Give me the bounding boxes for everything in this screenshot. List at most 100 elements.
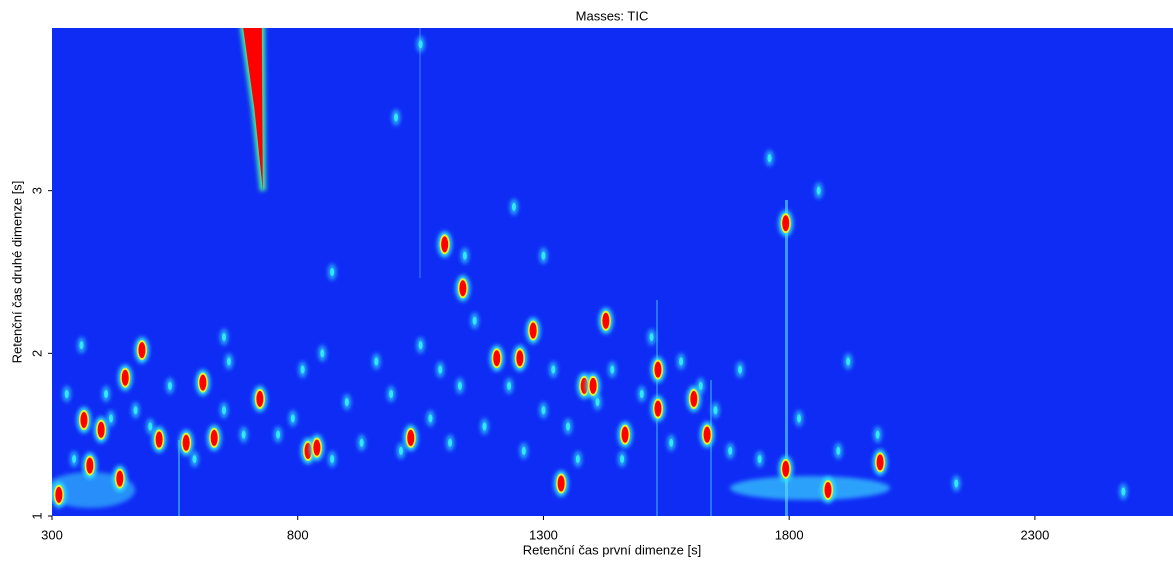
spot-core: [541, 406, 546, 415]
spot-core: [108, 414, 113, 423]
spot: [416, 36, 425, 53]
peak: [618, 421, 633, 448]
spot-core: [698, 381, 703, 390]
spot-core: [620, 455, 625, 464]
spot: [416, 337, 425, 354]
spot-core: [954, 479, 959, 488]
spot: [357, 434, 366, 451]
peak-core: [621, 426, 629, 443]
peak-core: [138, 342, 146, 359]
spot-core: [472, 316, 477, 325]
peak-core: [493, 350, 501, 367]
peak: [309, 434, 324, 461]
spot-core: [595, 398, 600, 407]
spot-core: [566, 422, 571, 431]
peak-core: [782, 460, 790, 477]
spot-core: [462, 251, 467, 260]
spot: [190, 451, 199, 468]
spot: [1119, 483, 1128, 500]
spot: [573, 451, 582, 468]
spot: [372, 353, 381, 370]
spot-core: [394, 113, 399, 122]
spot-core: [428, 414, 433, 423]
peak-core: [529, 322, 537, 339]
spot: [952, 475, 961, 492]
spot-core: [846, 357, 851, 366]
spot-core: [757, 455, 762, 464]
peak: [195, 369, 210, 396]
spot-core: [192, 455, 197, 464]
spot: [220, 402, 229, 419]
spot: [470, 312, 479, 329]
spot: [220, 329, 229, 346]
spot-core: [521, 446, 526, 455]
spot: [765, 150, 774, 167]
spot-core: [728, 446, 733, 455]
spot: [726, 442, 735, 459]
peak: [650, 395, 665, 422]
peak-core: [589, 377, 597, 394]
peak-core: [580, 377, 588, 394]
spot: [274, 426, 283, 443]
spot-core: [104, 390, 109, 398]
spot: [392, 109, 401, 126]
spot-core: [64, 390, 69, 398]
spot-core: [418, 341, 423, 350]
spot: [106, 410, 115, 427]
peak-core: [557, 475, 565, 492]
spot: [328, 264, 337, 280]
peak-core: [654, 400, 662, 417]
spot: [519, 442, 528, 459]
peak-core: [256, 390, 264, 407]
spot-core: [374, 357, 379, 366]
peak-core: [116, 470, 124, 487]
spot-core: [330, 455, 335, 464]
peak: [700, 421, 715, 448]
peak-core: [121, 369, 129, 386]
y-tick-label: 3: [29, 187, 44, 194]
chart-title: Masses: TIC: [576, 8, 649, 23]
spot-core: [300, 365, 305, 374]
spot-core: [344, 398, 349, 407]
peak: [455, 275, 470, 302]
plot-content: [52, 28, 1128, 516]
peak-core: [55, 486, 63, 503]
peak: [52, 481, 66, 508]
peak: [207, 424, 222, 451]
spot-core: [222, 333, 227, 342]
spot-core: [713, 406, 718, 415]
peak-core: [407, 429, 415, 446]
y-axis-label: Retenční čas druhé dimenze [s]: [9, 181, 24, 364]
spot: [755, 451, 764, 468]
peak: [152, 426, 167, 453]
spot: [814, 182, 823, 199]
spot-core: [669, 438, 674, 447]
y-tick-label: 1: [29, 512, 44, 519]
spot-core: [507, 381, 512, 390]
peak: [512, 345, 527, 372]
spot: [736, 361, 745, 378]
streak: [785, 200, 788, 516]
spot: [834, 442, 843, 459]
spot: [131, 402, 140, 419]
peak: [179, 429, 194, 456]
peak-core: [210, 429, 218, 446]
spot: [298, 361, 307, 378]
spot: [70, 451, 79, 468]
spot-core: [320, 349, 325, 358]
spot: [146, 418, 155, 435]
spot-core: [72, 455, 77, 464]
spot: [564, 418, 573, 435]
spot-core: [797, 414, 802, 423]
spot: [318, 345, 327, 362]
spot-core: [448, 438, 453, 447]
peak-core: [313, 439, 321, 456]
peak: [437, 231, 452, 258]
peak-core: [155, 431, 163, 448]
spot-core: [133, 406, 138, 415]
spot: [549, 361, 558, 378]
spot: [844, 353, 853, 370]
peak: [650, 356, 665, 383]
spot: [62, 386, 71, 402]
